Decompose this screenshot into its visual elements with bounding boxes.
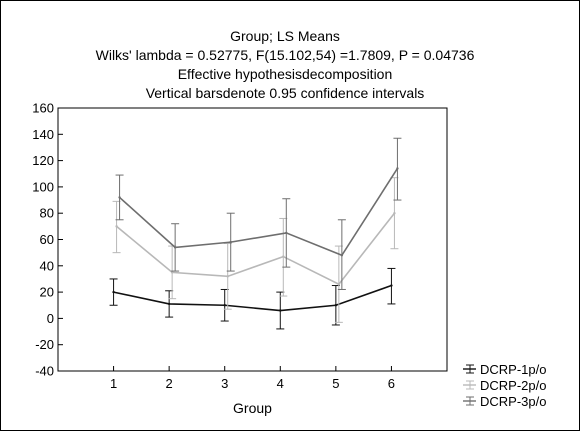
legend-item: DCRP-2p/o (463, 378, 546, 393)
data-point (170, 271, 174, 274)
data-point (167, 302, 171, 306)
legend-symbol (463, 396, 476, 406)
data-point (396, 167, 399, 170)
y-tick-label: 100 (32, 179, 54, 194)
series-line (116, 212, 396, 286)
x-tick-label: 3 (221, 376, 228, 391)
legend-label: DCRP-1p/o (480, 362, 546, 377)
data-point (393, 212, 396, 215)
data-point (282, 255, 285, 258)
y-tick-label: 160 (32, 101, 54, 116)
x-tick-label: 5 (332, 376, 339, 391)
series-0 (109, 267, 396, 330)
data-point (334, 304, 338, 307)
x-tick-label: 4 (277, 376, 284, 391)
legend-item: DCRP-3p/o (463, 394, 546, 409)
data-point (226, 275, 229, 278)
data-point (112, 290, 115, 294)
data-point (285, 231, 288, 235)
y-tick-label: 120 (32, 153, 54, 168)
data-point (229, 240, 232, 244)
legend-symbol (463, 364, 476, 374)
legend-item: DCRP-1p/o (463, 362, 546, 377)
data-point (115, 225, 118, 228)
x-tick-label: 6 (388, 376, 395, 391)
series-line (113, 284, 392, 312)
series-2 (115, 137, 402, 290)
data-point (390, 284, 393, 287)
series-line (119, 168, 399, 257)
data-point (118, 196, 121, 199)
chart-title: Group; LS Means (230, 28, 340, 44)
chart-subtitle-decomposition: Effective hypothesisdecomposition (178, 66, 393, 82)
chart-subtitle-stats: Wilks' lambda = 0.52775, F(15.102,54) =1… (96, 47, 475, 63)
y-tick-label: 60 (40, 232, 54, 247)
data-point (340, 254, 344, 257)
legend-label: DCRP-3p/o (480, 394, 546, 409)
legend-symbol (463, 380, 476, 390)
y-tick-label: -20 (35, 337, 54, 352)
y-tick-label: 140 (32, 127, 54, 142)
data-point (173, 246, 177, 249)
y-tick-label: 40 (40, 258, 54, 273)
x-tick-label: 1 (110, 376, 117, 391)
y-tick-label: -40 (35, 364, 54, 379)
legend-label: DCRP-2p/o (480, 378, 546, 393)
data-point (337, 283, 341, 286)
x-axis-label: Group (233, 400, 272, 416)
y-tick-label: 0 (47, 311, 54, 326)
y-tick-label: 80 (40, 206, 54, 221)
data-point (223, 304, 226, 307)
data-point (279, 309, 282, 312)
y-tick-label: 20 (40, 285, 54, 300)
x-tick-label: 2 (166, 376, 173, 391)
chart-subtitle-ci: Vertical barsdenote 0.95 confidence inte… (146, 85, 425, 101)
